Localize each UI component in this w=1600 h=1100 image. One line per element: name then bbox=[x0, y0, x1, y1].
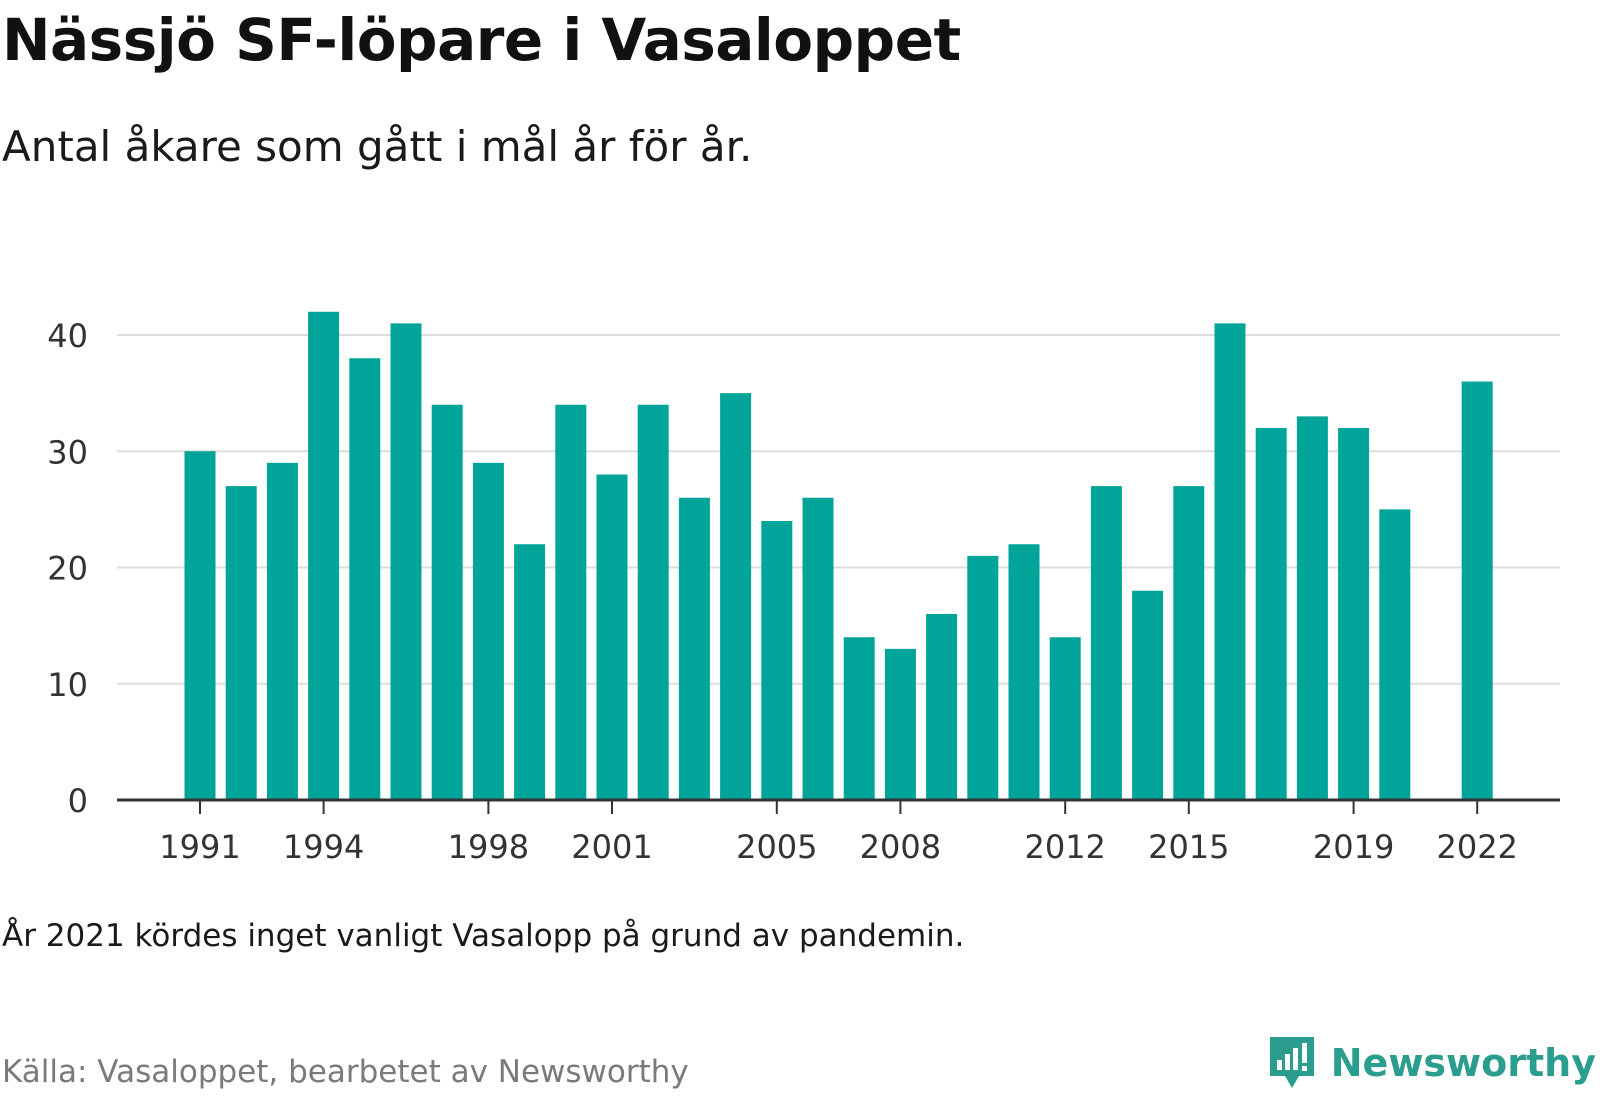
bar-2001 bbox=[596, 474, 628, 800]
bar-1996 bbox=[390, 323, 422, 800]
bar-1991 bbox=[184, 451, 216, 800]
bar-2018 bbox=[1296, 416, 1328, 800]
y-tick-label: 30 bbox=[47, 433, 88, 471]
x-tick-label: 2015 bbox=[1148, 828, 1229, 866]
bars bbox=[184, 311, 1493, 800]
bar-2015 bbox=[1173, 486, 1205, 800]
bar-2006 bbox=[802, 497, 834, 800]
x-tick-label: 2008 bbox=[860, 828, 941, 866]
chart-subtitle: Antal åkare som gått i mål år för år. bbox=[2, 122, 753, 171]
bar-2019 bbox=[1338, 428, 1370, 800]
bar-1997 bbox=[431, 404, 463, 800]
bar-2022 bbox=[1461, 381, 1493, 800]
bar-1998 bbox=[472, 462, 504, 800]
bar-2002 bbox=[637, 404, 669, 800]
bar-2020 bbox=[1379, 509, 1411, 800]
bar-2010 bbox=[967, 555, 999, 800]
bar-2007 bbox=[843, 637, 875, 800]
bar-2017 bbox=[1255, 428, 1287, 800]
y-tick-label: 0 bbox=[68, 782, 88, 820]
bar-2004 bbox=[720, 393, 752, 800]
bar-2009 bbox=[926, 614, 958, 800]
x-tick-label: 2005 bbox=[736, 828, 817, 866]
bar-1995 bbox=[349, 358, 381, 800]
chart-title: Nässjö SF-löpare i Vasaloppet bbox=[2, 6, 961, 74]
bar-2011 bbox=[1008, 544, 1040, 800]
bar-1994 bbox=[308, 311, 340, 800]
y-tick-label: 40 bbox=[47, 317, 88, 355]
bar-2014 bbox=[1132, 590, 1164, 800]
bar-chart: 0 10 20 30 40 1991 1994 1998 2001 2005 2008 2012 201… bbox=[47, 311, 1560, 866]
footnote: År 2021 kördes inget vanligt Vasalopp på… bbox=[2, 918, 965, 954]
bar-1993 bbox=[266, 462, 298, 800]
bar-2008 bbox=[884, 648, 916, 800]
y-tick-label: 10 bbox=[47, 666, 88, 704]
bar-1992 bbox=[225, 486, 257, 800]
bar-1999 bbox=[514, 544, 546, 800]
newsworthy-logo-icon bbox=[1269, 1037, 1314, 1088]
brand-name: Newsworthy bbox=[1330, 1041, 1596, 1085]
bar-2000 bbox=[555, 404, 587, 800]
bar-2016 bbox=[1214, 323, 1246, 800]
x-tick-label: 2022 bbox=[1436, 828, 1517, 866]
x-tick-label: 2012 bbox=[1024, 828, 1105, 866]
x-tick-label: 2019 bbox=[1313, 828, 1394, 866]
brand-logo: Newsworthy bbox=[1267, 1034, 1596, 1092]
x-tick-label: 1991 bbox=[159, 828, 240, 866]
source-credit: Källa: Vasaloppet, bearbetet av Newswort… bbox=[2, 1054, 689, 1090]
bar-2003 bbox=[678, 497, 710, 800]
x-tick-label: 1998 bbox=[448, 828, 529, 866]
bar-2005 bbox=[761, 521, 793, 800]
axes: 0 10 20 30 40 1991 1994 1998 2001 2005 2008 2012 201… bbox=[47, 317, 1560, 866]
x-tick-label: 1994 bbox=[283, 828, 364, 866]
bar-2012 bbox=[1049, 637, 1081, 800]
bar-2013 bbox=[1090, 486, 1122, 800]
y-tick-label: 20 bbox=[47, 550, 88, 588]
x-tick-label: 2001 bbox=[571, 828, 652, 866]
